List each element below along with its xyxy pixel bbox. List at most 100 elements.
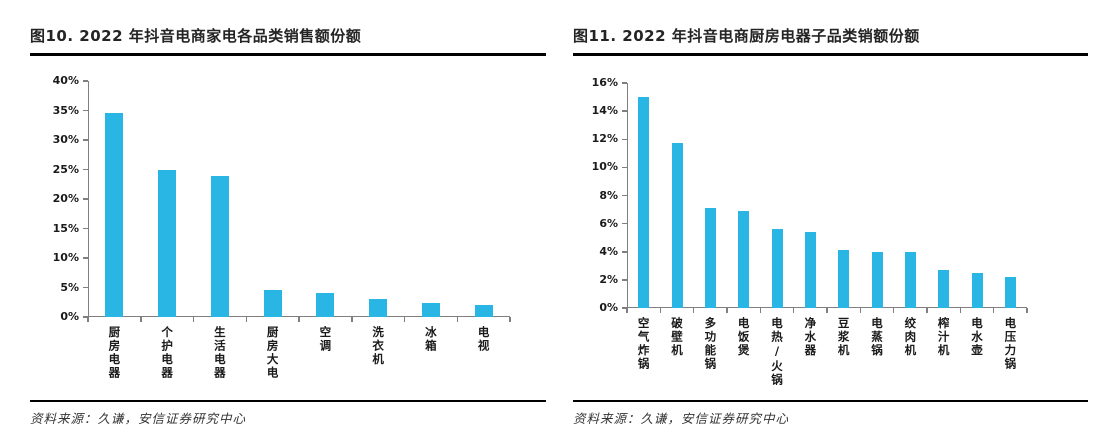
bar (838, 250, 850, 308)
x-axis-category-label: 电蒸锅 (870, 317, 884, 358)
source-note: 资料来源：久谦，安信证券研究中心 (30, 400, 546, 427)
y-tick-mark (622, 166, 627, 169)
bar (738, 210, 750, 308)
x-tick-mark (298, 317, 300, 322)
plot-area (88, 81, 510, 317)
y-axis-tick-label: 4% (599, 244, 618, 258)
y-axis-tick-label: 0% (599, 301, 618, 314)
bar (105, 113, 124, 317)
y-axis-tick-label: 16% (591, 76, 618, 89)
bar (1004, 277, 1016, 308)
x-axis-category-label: 厨房电器 (107, 326, 122, 380)
x-tick-mark (826, 308, 828, 313)
y-axis-tick-label: 20% (52, 192, 79, 205)
y-axis-tick-label: 40% (52, 74, 79, 87)
bar (316, 293, 335, 317)
bar (971, 272, 983, 308)
bar (474, 305, 493, 317)
y-axis-tick-label: 15% (52, 221, 79, 235)
figure-title: 图10. 2022 年抖音电商家电各品类销售额份额 (30, 26, 546, 56)
x-axis-category-label: 破壁机 (670, 317, 684, 358)
y-tick-mark (622, 138, 627, 140)
y-axis-tick-label: 0% (60, 310, 79, 323)
x-axis-category-label: 冰箱 (423, 326, 438, 353)
bar (938, 270, 950, 308)
x-axis-category-label: 厨房大电 (265, 326, 280, 380)
x-tick-mark (859, 308, 862, 313)
x-axis-category-label: 电热/火锅 (770, 317, 784, 387)
y-axis-tick-label: 6% (599, 216, 618, 230)
x-axis-category-label: 电压力锅 (1003, 317, 1018, 371)
x-tick-mark (140, 317, 142, 322)
x-tick-mark (692, 308, 695, 313)
x-axis-category-label: 电视 (476, 326, 491, 353)
bar (704, 208, 716, 308)
bar (369, 298, 388, 317)
y-tick-mark (83, 139, 88, 141)
bar (263, 289, 282, 317)
x-tick-mark (192, 317, 195, 322)
y-tick-mark (83, 227, 88, 230)
y-axis-tick-label: 30% (52, 133, 79, 146)
y-tick-mark (622, 279, 627, 281)
x-tick-mark (351, 317, 353, 322)
bar (904, 251, 916, 308)
y-tick-mark (83, 109, 88, 112)
y-tick-mark (622, 307, 627, 309)
x-axis-category-label: 空调 (318, 326, 333, 353)
y-tick-mark (622, 222, 627, 225)
y-axis-tick-label: 10% (591, 160, 618, 174)
x-axis-category-label: 榨汁机 (936, 317, 951, 358)
x-axis-category-label: 净水器 (803, 317, 818, 358)
figure-title: 图11. 2022 年抖音电商厨房电器子品类销额份额 (573, 26, 1088, 56)
x-tick-mark (509, 317, 511, 322)
bar (210, 175, 229, 317)
bar (638, 97, 650, 308)
x-tick-mark (456, 317, 458, 322)
x-tick-mark (403, 317, 406, 322)
y-tick-mark (622, 82, 627, 84)
bar-chart-appliance-categories: 0% 5% 10% 15% 20% 25% 30% 35% 40% 厨房电器 个护电器 生活电器 厨房大… (30, 70, 546, 400)
x-axis-category-label: 多功能锅 (703, 317, 718, 371)
x-tick-mark (992, 308, 995, 313)
x-axis-category-label: 生活电器 (212, 326, 227, 380)
figure-10: 图10. 2022 年抖音电商家电各品类销售额份额 0% 5% 10% 15% 20% 2… (30, 26, 546, 427)
y-axis-tick-label: 8% (599, 188, 618, 202)
y-axis-tick-label: 2% (599, 272, 618, 286)
y-axis-tick-label: 35% (52, 103, 79, 117)
x-tick-mark (87, 317, 89, 322)
y-tick-mark (83, 198, 88, 200)
bar (671, 143, 683, 308)
y-tick-mark (83, 80, 88, 82)
y-tick-mark (83, 316, 88, 318)
x-tick-mark (792, 308, 795, 313)
x-axis-category-label: 电水壶 (970, 317, 984, 358)
source-note: 资料来源：久谦，安信证券研究中心 (573, 400, 1088, 427)
bar (421, 303, 440, 317)
x-tick-mark (926, 308, 928, 313)
y-axis-tick-label: 12% (591, 132, 618, 146)
plot-area (627, 83, 1027, 308)
x-tick-mark (1026, 308, 1028, 313)
x-tick-mark (759, 308, 762, 313)
x-axis-category-label: 豆浆机 (836, 317, 851, 358)
y-axis-tick-label: 14% (591, 104, 618, 118)
y-tick-mark (622, 194, 627, 197)
y-axis-tick-label: 5% (60, 280, 79, 294)
y-tick-mark (622, 251, 627, 253)
bar-chart-kitchen-subcategories: 0% 2% 4% 6% 8% 10% 12% 14% 16% 空气炸锅 破壁机 多功能锅 电饭煲 电热/火… (573, 70, 1088, 400)
x-axis-category-label: 洗衣机 (371, 326, 386, 367)
x-axis-category-label: 电饭煲 (736, 317, 751, 358)
y-tick-mark (622, 110, 627, 112)
x-axis-category-label: 个护电器 (160, 326, 175, 380)
figure-11: 图11. 2022 年抖音电商厨房电器子品类销额份额 0% 2% 4% 6% 8% 10%… (573, 26, 1088, 427)
y-tick-mark (83, 168, 88, 171)
bar (871, 251, 883, 308)
y-tick-mark (83, 286, 88, 289)
x-axis-category-label: 绞肉机 (903, 317, 918, 358)
bar (158, 170, 177, 317)
x-tick-mark (892, 308, 895, 313)
x-tick-mark (659, 308, 662, 313)
x-axis-category-label: 空气炸锅 (636, 317, 651, 371)
